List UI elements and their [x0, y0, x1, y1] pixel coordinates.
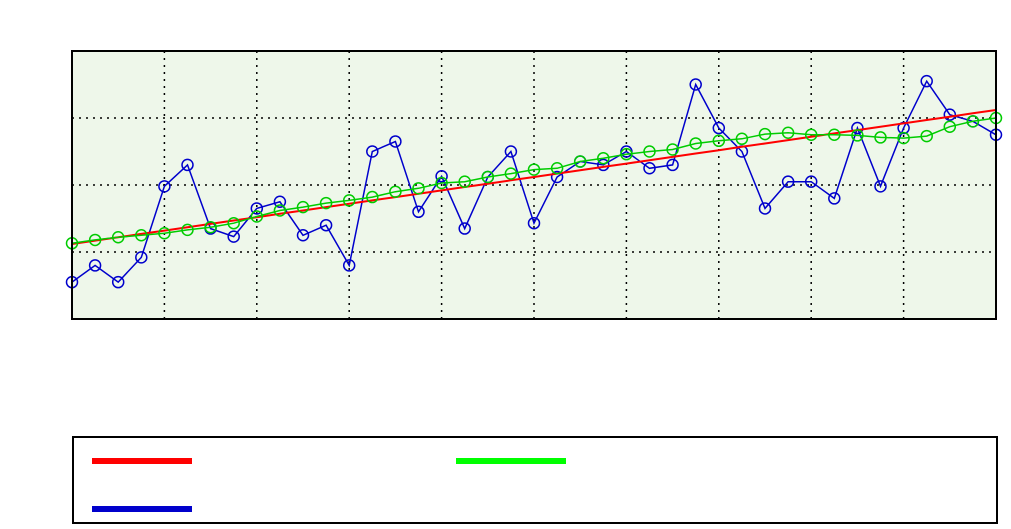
legend-item-red: [92, 458, 206, 464]
series-1-point: [828, 128, 841, 141]
series-1-point: [920, 129, 933, 143]
legend-item-green: [456, 458, 580, 464]
series-1-point: [273, 204, 287, 217]
series-2-point: [920, 74, 933, 88]
series-2-point: [458, 222, 471, 235]
series-1-point: [897, 131, 910, 145]
series-1-point: [111, 231, 125, 244]
series-2-point: [828, 192, 841, 205]
series-2-point: [412, 205, 425, 219]
series-2-point: [851, 121, 864, 135]
series-1-point: [342, 194, 356, 207]
series-2-point: [273, 195, 287, 208]
series-2-point: [550, 170, 564, 184]
grid: [72, 51, 996, 319]
series-2-point: [181, 158, 194, 172]
series-2-point: [712, 121, 726, 135]
series-2-point: [666, 158, 679, 172]
series-1-point: [712, 134, 726, 148]
series-1-point: [250, 210, 264, 223]
series-1-point: [666, 143, 679, 156]
series-1-point: [319, 196, 333, 210]
series-1-point: [735, 132, 749, 146]
legend-swatch-red: [92, 458, 192, 464]
legend-item-blue: [92, 506, 206, 512]
series-2-point: [389, 135, 402, 148]
series-2-point: [758, 202, 772, 215]
series-1-point: [181, 223, 194, 237]
series-1-point: [458, 175, 471, 188]
series-line-2: [71, 79, 997, 284]
series-line-1: [71, 117, 997, 245]
series-2-point: [643, 162, 656, 175]
series-2-point: [135, 251, 148, 264]
series-1-point: [389, 185, 402, 198]
series-2-point: [342, 259, 356, 272]
plot-frame: [71, 50, 997, 320]
series-2-point: [874, 180, 887, 193]
series-1-point: [874, 131, 887, 144]
series-1-point: [804, 128, 818, 141]
series-2-point: [597, 158, 610, 172]
series-1-point: [158, 226, 171, 240]
series-layer: [65, 74, 1003, 289]
series-2-point: [366, 145, 379, 158]
series-2-point: [689, 78, 702, 91]
series-2-point: [781, 175, 795, 188]
series-1-point: [204, 220, 217, 234]
legend-swatch-green: [456, 458, 566, 464]
series-2-point: [250, 202, 264, 215]
series-1-point: [135, 229, 148, 242]
series-2-point: [88, 259, 102, 272]
series-2-point: [296, 229, 310, 242]
legend-swatch-blue: [92, 506, 192, 512]
series-1-point: [227, 216, 240, 230]
series-1-point: [527, 163, 541, 176]
series-1-point: [550, 162, 564, 175]
series-2-point: [943, 108, 957, 121]
series-1-point: [943, 120, 957, 133]
series-1-point: [781, 126, 795, 139]
series-1-point: [366, 190, 379, 204]
series-1-point: [296, 200, 310, 214]
series-1-point: [758, 127, 772, 141]
legend: [72, 436, 998, 524]
series-2-point: [504, 145, 518, 158]
series-2-point: [111, 275, 125, 289]
series-1-point: [851, 129, 864, 142]
series-2-point: [804, 175, 818, 188]
series-2-point: [158, 180, 171, 193]
series-1-point: [643, 145, 656, 158]
series-1-point: [435, 176, 448, 190]
series-2-point: [319, 218, 333, 232]
series-2-point: [527, 216, 541, 230]
series-line-0: [71, 109, 997, 245]
series-2-point: [227, 230, 240, 243]
series-1-point: [481, 170, 495, 184]
series-1-point: [597, 151, 610, 165]
series-1-point: [412, 182, 425, 195]
series-1-point: [689, 137, 702, 150]
series-2-point: [435, 170, 448, 183]
series-1-point: [504, 167, 518, 180]
series-1-point: [620, 147, 633, 161]
series-1-point: [966, 115, 980, 128]
series-1-point: [88, 233, 102, 247]
series-1-point: [573, 155, 587, 168]
